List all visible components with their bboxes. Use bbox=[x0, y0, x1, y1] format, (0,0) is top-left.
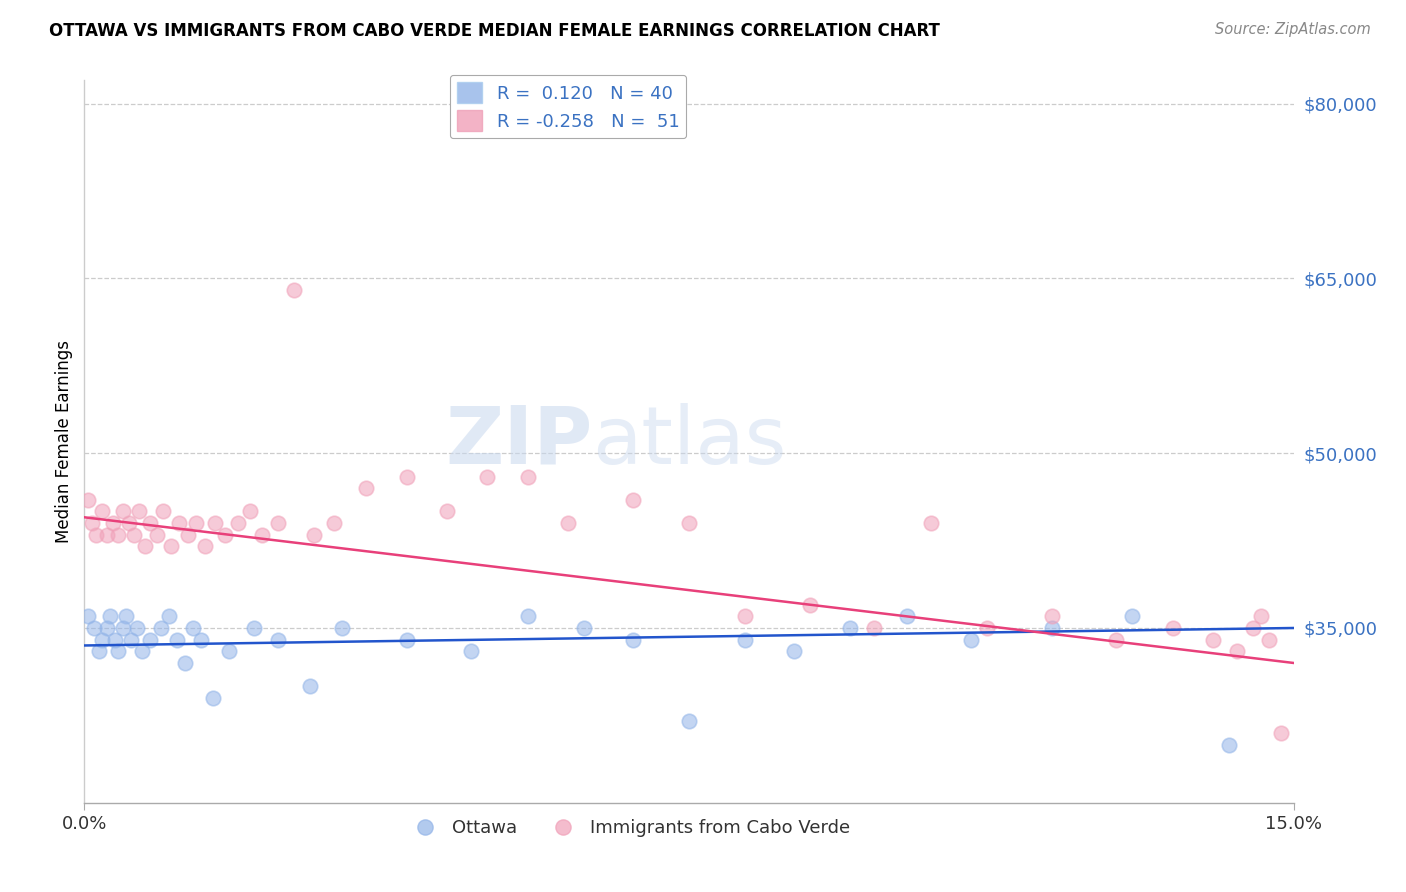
Point bbox=[395, 469, 418, 483]
Point bbox=[120, 632, 142, 647]
Point bbox=[139, 516, 162, 530]
Point bbox=[283, 283, 305, 297]
Point bbox=[1270, 726, 1292, 740]
Point bbox=[98, 609, 121, 624]
Point bbox=[83, 621, 105, 635]
Point bbox=[1121, 609, 1143, 624]
Point bbox=[176, 528, 198, 542]
Point bbox=[1250, 609, 1272, 624]
Point bbox=[107, 528, 129, 542]
Point bbox=[174, 656, 197, 670]
Point bbox=[190, 632, 212, 647]
Point bbox=[395, 632, 418, 647]
Point bbox=[557, 516, 579, 530]
Point bbox=[115, 609, 138, 624]
Point bbox=[128, 504, 150, 518]
Point bbox=[96, 528, 118, 542]
Point bbox=[250, 528, 273, 542]
Point bbox=[112, 504, 135, 518]
Point bbox=[157, 609, 180, 624]
Point bbox=[302, 528, 325, 542]
Point bbox=[799, 598, 821, 612]
Point bbox=[134, 540, 156, 554]
Point bbox=[160, 540, 183, 554]
Point bbox=[87, 644, 110, 658]
Point bbox=[82, 516, 104, 530]
Point bbox=[194, 540, 217, 554]
Point bbox=[107, 644, 129, 658]
Point bbox=[1040, 609, 1063, 624]
Point bbox=[204, 516, 226, 530]
Point bbox=[214, 528, 236, 542]
Point bbox=[218, 644, 240, 658]
Point bbox=[267, 632, 290, 647]
Point bbox=[1218, 738, 1240, 752]
Point bbox=[839, 621, 862, 635]
Point bbox=[678, 516, 700, 530]
Point bbox=[516, 469, 538, 483]
Point bbox=[152, 504, 174, 518]
Point bbox=[166, 632, 188, 647]
Point bbox=[146, 528, 169, 542]
Point bbox=[96, 621, 118, 635]
Point bbox=[330, 621, 353, 635]
Point bbox=[621, 632, 644, 647]
Text: atlas: atlas bbox=[592, 402, 786, 481]
Point bbox=[124, 528, 146, 542]
Point bbox=[77, 609, 100, 624]
Point bbox=[1202, 632, 1225, 647]
Point bbox=[125, 621, 148, 635]
Point bbox=[77, 492, 100, 507]
Point bbox=[1258, 632, 1281, 647]
Point bbox=[920, 516, 942, 530]
Point bbox=[101, 516, 124, 530]
Point bbox=[436, 504, 458, 518]
Point bbox=[734, 609, 756, 624]
Text: Source: ZipAtlas.com: Source: ZipAtlas.com bbox=[1215, 22, 1371, 37]
Point bbox=[299, 679, 322, 693]
Point bbox=[169, 516, 191, 530]
Y-axis label: Median Female Earnings: Median Female Earnings bbox=[55, 340, 73, 543]
Point bbox=[572, 621, 595, 635]
Point bbox=[1241, 621, 1264, 635]
Point bbox=[976, 621, 998, 635]
Point bbox=[226, 516, 249, 530]
Point bbox=[1040, 621, 1063, 635]
Point bbox=[149, 621, 172, 635]
Point bbox=[783, 644, 806, 658]
Point bbox=[91, 504, 114, 518]
Point bbox=[621, 492, 644, 507]
Point bbox=[1161, 621, 1184, 635]
Point bbox=[91, 632, 114, 647]
Point bbox=[1105, 632, 1128, 647]
Point bbox=[356, 481, 378, 495]
Point bbox=[323, 516, 346, 530]
Point bbox=[184, 516, 207, 530]
Point bbox=[242, 621, 264, 635]
Point bbox=[139, 632, 162, 647]
Point bbox=[734, 632, 756, 647]
Point bbox=[460, 644, 482, 658]
Point bbox=[86, 528, 108, 542]
Legend: Ottawa, Immigrants from Cabo Verde: Ottawa, Immigrants from Cabo Verde bbox=[399, 812, 858, 845]
Point bbox=[678, 714, 700, 729]
Point bbox=[863, 621, 886, 635]
Point bbox=[896, 609, 918, 624]
Point bbox=[267, 516, 290, 530]
Point bbox=[181, 621, 204, 635]
Point bbox=[477, 469, 499, 483]
Point bbox=[516, 609, 538, 624]
Point bbox=[112, 621, 135, 635]
Text: OTTAWA VS IMMIGRANTS FROM CABO VERDE MEDIAN FEMALE EARNINGS CORRELATION CHART: OTTAWA VS IMMIGRANTS FROM CABO VERDE MED… bbox=[49, 22, 941, 40]
Point bbox=[118, 516, 141, 530]
Point bbox=[1226, 644, 1249, 658]
Point bbox=[239, 504, 262, 518]
Point bbox=[131, 644, 153, 658]
Point bbox=[202, 690, 225, 705]
Text: ZIP: ZIP bbox=[444, 402, 592, 481]
Point bbox=[104, 632, 127, 647]
Point bbox=[960, 632, 983, 647]
